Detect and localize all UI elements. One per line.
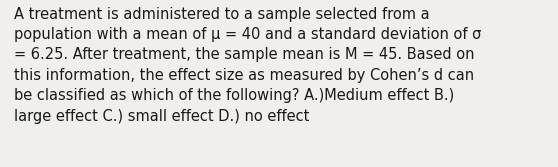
Text: A treatment is administered to a sample selected from a
population with a mean o: A treatment is administered to a sample … [14, 7, 481, 124]
